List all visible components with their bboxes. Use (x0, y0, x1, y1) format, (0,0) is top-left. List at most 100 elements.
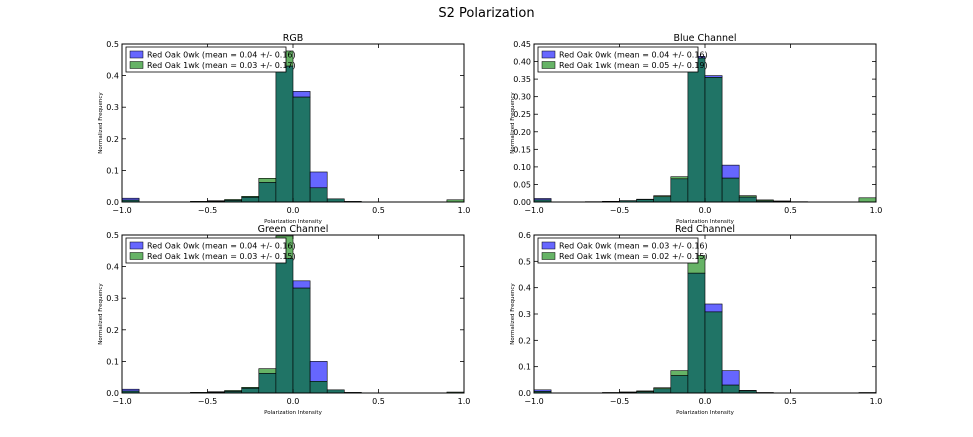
hist-bar-green-top (858, 197, 877, 203)
hist-bar-overlap (704, 311, 723, 394)
hist-bar-green-top (670, 176, 689, 180)
hist-bar-overlap (721, 177, 740, 203)
x-tick-label: −1.0 (524, 397, 543, 406)
figure-title: S2 Polarization (438, 6, 535, 21)
legend-swatch-blue (129, 50, 144, 59)
hist-bar-overlap (258, 373, 277, 394)
legend-swatch-green (129, 61, 144, 69)
legend-swatch-green (541, 61, 556, 69)
y-tick-label: 0.5 (106, 40, 119, 49)
y-tick-label: 0.0 (106, 198, 119, 207)
chart-title: RGB (283, 33, 303, 44)
x-tick-label: −0.5 (198, 397, 217, 406)
legend-label: Red Oak 1wk (mean = 0.05 +/- 0.19) (559, 61, 708, 70)
chart-title: Blue Channel (673, 33, 736, 44)
y-tick-label: 0.15 (513, 145, 531, 154)
y-tick-label: 0.1 (106, 166, 119, 175)
legend-label: Red Oak 1wk (mean = 0.03 +/- 0.15) (147, 252, 296, 261)
legend-box (537, 237, 699, 264)
chart-title: Red Channel (675, 224, 735, 235)
x-tick-label: 0.0 (287, 206, 300, 215)
legend-label: Red Oak 1wk (mean = 0.02 +/- 0.15) (559, 252, 708, 261)
x-tick-label: −0.5 (610, 397, 629, 406)
y-tick-label: 0.25 (513, 110, 531, 119)
hist-bar-overlap (670, 178, 689, 203)
y-tick-label: 0.2 (106, 135, 119, 144)
legend-box (537, 46, 699, 73)
hist-bar-overlap (309, 187, 328, 203)
y-tick-label: 0.5 (518, 257, 531, 266)
y-tick-label: 0.1 (518, 363, 531, 372)
hist-bar-overlap (241, 196, 260, 203)
x-tick-label: −1.0 (112, 397, 131, 406)
y-tick-label: 0.05 (513, 180, 531, 189)
hist-bar-overlap (687, 272, 706, 394)
x-tick-label: 0.5 (372, 206, 385, 215)
y-tick-label: 0.00 (513, 198, 531, 207)
x-axis-label: Polarization Intensity (264, 219, 322, 225)
x-tick-label: 0.5 (372, 397, 385, 406)
x-axis-label: Polarization Intensity (264, 410, 322, 416)
x-tick-label: 1.0 (458, 206, 471, 215)
hist-bar-blue-top (721, 370, 740, 386)
y-tick-label: 0.20 (513, 128, 531, 137)
legend-swatch-green (129, 252, 144, 260)
hist-bar-blue-top (309, 171, 328, 189)
y-axis-label: Normalized Frequency (98, 92, 104, 154)
hist-bar-overlap (687, 57, 706, 203)
hist-bar-overlap (309, 381, 328, 394)
y-tick-label: 0.6 (518, 231, 531, 240)
chart-panel-2: −1.0 −0.5 0.0 0.5 1.0 0.0 0.1 0.2 0.3 0.4 0.5 Green… (98, 224, 470, 416)
y-tick-label: 0.40 (513, 58, 531, 67)
x-tick-label: 0.5 (784, 206, 797, 215)
x-tick-label: 0.5 (784, 397, 797, 406)
hist-bar-blue-top (292, 280, 311, 289)
y-tick-label: 0.30 (513, 93, 531, 102)
y-tick-label: 0.4 (106, 263, 119, 272)
x-axis-label: Polarization Intensity (676, 219, 734, 225)
y-tick-label: 0.0 (106, 389, 119, 398)
hist-bar-overlap (738, 196, 757, 203)
y-tick-label: 0.45 (513, 40, 531, 49)
hist-bar-blue-top (292, 91, 311, 98)
hist-bar-overlap (721, 384, 740, 394)
legend-swatch-green (541, 252, 556, 260)
y-tick-label: 0.4 (518, 284, 531, 293)
legend-swatch-blue (541, 50, 556, 59)
hist-bar-overlap (292, 96, 311, 203)
x-tick-label: 0.0 (287, 397, 300, 406)
hist-bar-overlap (275, 258, 294, 394)
y-axis-label: Normalized Frequency (510, 92, 516, 154)
y-axis-label: Normalized Frequency (98, 283, 104, 345)
y-tick-label: 0.35 (513, 75, 531, 84)
hist-bar-overlap (670, 375, 689, 394)
hist-bar-overlap (258, 182, 277, 203)
legend-label: Red Oak 1wk (mean = 0.03 +/- 0.17) (147, 61, 296, 70)
legend-box (125, 46, 287, 73)
y-tick-label: 0.5 (106, 231, 119, 240)
x-tick-label: −1.0 (112, 206, 131, 215)
legend-label: Red Oak 0wk (mean = 0.04 +/- 0.16) (147, 51, 296, 60)
chart-panel-0: −1.0 −0.5 0.0 0.5 1.0 0.0 0.1 0.2 0.3 0.4 0.5 RGB Po… (98, 33, 470, 225)
hist-bar-overlap (275, 65, 294, 203)
x-tick-label: −0.5 (198, 206, 217, 215)
hist-bar-blue-top (721, 164, 740, 179)
x-tick-label: 1.0 (870, 397, 883, 406)
y-tick-label: 0.2 (518, 336, 531, 345)
y-tick-label: 0.0 (518, 389, 531, 398)
x-tick-label: 0.0 (699, 206, 712, 215)
x-tick-label: 1.0 (870, 206, 883, 215)
legend-swatch-blue (129, 241, 144, 250)
legend-swatch-blue (541, 241, 556, 250)
hist-bar-overlap (704, 77, 723, 203)
hist-bar-blue-top (309, 361, 328, 382)
legend-label: Red Oak 0wk (mean = 0.04 +/- 0.16) (147, 242, 296, 251)
y-tick-label: 0.3 (106, 294, 119, 303)
y-tick-label: 0.10 (513, 163, 531, 172)
legend-label: Red Oak 0wk (mean = 0.04 +/- 0.16) (559, 51, 708, 60)
chart-title: Green Channel (258, 224, 329, 235)
legend-label: Red Oak 0wk (mean = 0.03 +/- 0.16) (559, 242, 708, 251)
y-tick-label: 0.2 (106, 326, 119, 335)
y-axis-label: Normalized Frequency (510, 283, 516, 345)
